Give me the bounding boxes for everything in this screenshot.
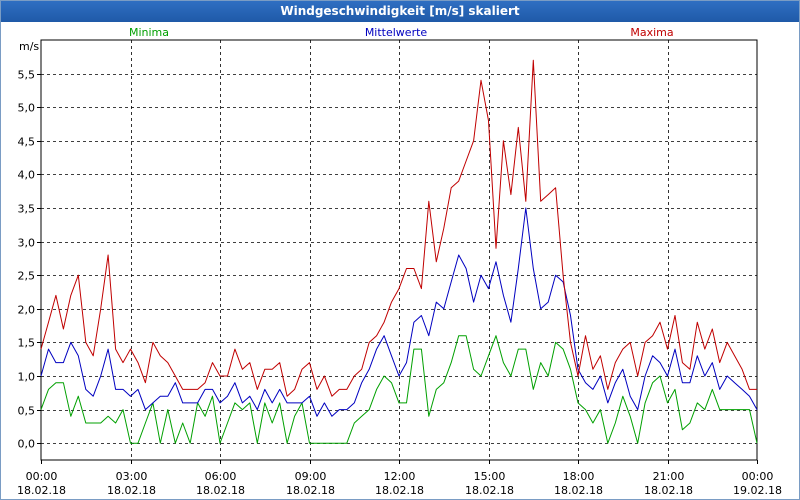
series-line-minima xyxy=(40,335,758,444)
x-axis-ticks: 00:0018.02.1803:0018.02.1806:0018.02.180… xyxy=(17,460,782,497)
x-tick-date-label: 18.02.18 xyxy=(644,484,693,497)
plot-frame xyxy=(40,39,758,461)
x-tick-date-label: 18.02.18 xyxy=(554,484,603,497)
x-tick-date-label: 18.02.18 xyxy=(375,484,424,497)
y-tick-label: 4,5 xyxy=(18,136,36,149)
x-tick-date-label: 18.02.18 xyxy=(107,484,156,497)
y-tick-label: 1,5 xyxy=(18,337,36,350)
grid-lines xyxy=(40,39,758,461)
x-tick-time-label: 15:00 xyxy=(474,470,506,483)
x-tick-time-label: 21:00 xyxy=(653,470,685,483)
y-tick-label: 2,5 xyxy=(18,270,36,283)
y-axis-label: m/s xyxy=(19,40,39,53)
legend-label-mittelwerte: Mittelwerte xyxy=(365,26,428,39)
x-tick-time-label: 12:00 xyxy=(384,470,416,483)
series-line-maxima xyxy=(40,59,757,397)
x-tick-time-label: 09:00 xyxy=(295,470,327,483)
legend: Minima Mittelwerte Maxima xyxy=(129,26,674,39)
x-tick-date-label: 18.02.18 xyxy=(17,484,66,497)
wind-speed-chart: 0,0 0,5 1,0 1,5 2,0 2,5 3,0 3,5 4,0 4,5 5,0 5,5 00:… xyxy=(17,26,782,497)
x-tick-time-label: 00:00 xyxy=(26,470,58,483)
y-tick-label: 1,0 xyxy=(18,371,36,384)
y-tick-label: 3,5 xyxy=(18,203,36,216)
legend-label-minima: Minima xyxy=(129,26,169,39)
x-tick-time-label: 18:00 xyxy=(563,470,595,483)
y-axis-ticks: 0,0 0,5 1,0 1,5 2,0 2,5 3,0 3,5 4,0 4,5 5,0 5,5 xyxy=(18,69,41,451)
y-tick-label: 2,0 xyxy=(18,304,36,317)
y-tick-label: 0,0 xyxy=(18,438,36,451)
window-title: Windgeschwindigkeit [m/s] skaliert xyxy=(1,1,799,22)
y-tick-label: 0,5 xyxy=(18,405,36,418)
y-tick-label: 3,0 xyxy=(18,237,36,250)
y-tick-label: 5,0 xyxy=(18,102,36,115)
y-tick-label: 5,5 xyxy=(18,69,36,82)
x-tick-date-label: 18.02.18 xyxy=(196,484,245,497)
series-line-mittelwerte xyxy=(40,207,758,417)
x-tick-date-label: 18.02.18 xyxy=(465,484,514,497)
x-tick-time-label: 03:00 xyxy=(116,470,148,483)
x-tick-time-label: 00:00 xyxy=(742,470,774,483)
data-series xyxy=(40,59,758,444)
x-tick-date-label: 18.02.18 xyxy=(286,484,335,497)
legend-label-maxima: Maxima xyxy=(630,26,673,39)
y-tick-label: 4,0 xyxy=(18,169,36,182)
x-tick-time-label: 06:00 xyxy=(205,470,237,483)
x-tick-date-label: 19.02.18 xyxy=(733,484,782,497)
